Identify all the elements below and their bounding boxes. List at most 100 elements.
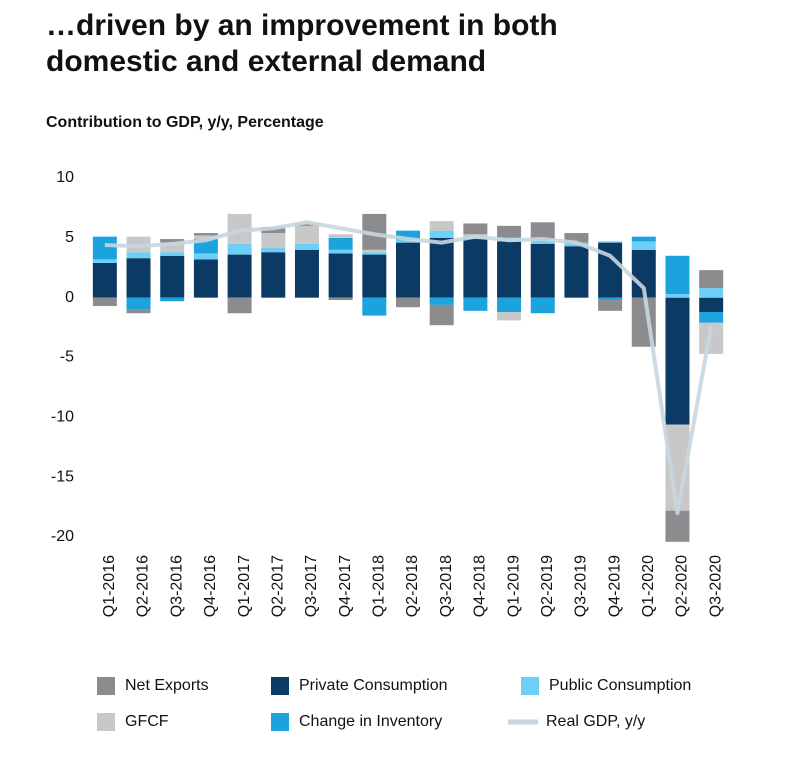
bar-segment [193, 233, 218, 236]
bar-segment [193, 253, 218, 260]
legend-swatch [521, 677, 539, 695]
x-tick-label: Q3-2016 [168, 555, 185, 617]
legend-label: Private Consumption [299, 677, 448, 694]
bar-segment [665, 294, 690, 298]
chart-subtitle: Contribution to GDP, y/y, Percentage [46, 114, 324, 131]
bar-segment [160, 297, 185, 302]
x-tick-label: Q1-2018 [371, 555, 388, 617]
x-tick-label: Q2-2016 [135, 555, 152, 617]
bar-segment [328, 234, 353, 238]
y-tick-label: -5 [60, 349, 74, 366]
x-tick-label: Q2-2018 [404, 555, 421, 617]
legend-label: Public Consumption [549, 677, 691, 694]
bar-segment [429, 221, 454, 231]
bar-segment [665, 297, 690, 425]
x-tick-label: Q4-2018 [472, 555, 489, 617]
bar-segment [328, 237, 353, 250]
bar-segment [126, 297, 151, 310]
bar-segment [598, 297, 623, 301]
bar-segment [631, 241, 656, 250]
x-tick-label: Q3-2020 [707, 555, 724, 617]
bar-segment [193, 259, 218, 298]
legend-swatch [97, 713, 115, 731]
x-tick-label: Q1-2019 [505, 555, 522, 617]
bar-segment [497, 241, 522, 298]
bar-segment [227, 243, 252, 255]
bar-segment [227, 297, 252, 314]
x-tick-label: Q3-2017 [303, 555, 320, 617]
bar-segment [699, 288, 724, 298]
bar-segment [429, 304, 454, 326]
bar-segment [598, 241, 623, 243]
bar-segment [530, 222, 555, 241]
bar-segment [396, 297, 420, 308]
x-tick-label: Q2-2019 [539, 555, 556, 617]
bar-segment [564, 246, 589, 298]
bar-segment [396, 230, 420, 241]
bar-segment [631, 236, 656, 242]
bar-segment [429, 230, 454, 238]
legend-swatch [97, 677, 115, 695]
bar-segment [294, 225, 319, 244]
bar-segment [530, 240, 555, 244]
x-tick-label: Q1-2020 [640, 555, 657, 617]
legend-label: Change in Inventory [299, 713, 442, 730]
x-tick-label: Q3-2018 [438, 555, 455, 617]
bar-segment [92, 259, 117, 263]
bar-segment [92, 236, 117, 260]
y-tick-label: -20 [51, 528, 74, 545]
bar-segment [362, 252, 387, 255]
bar-segment [261, 233, 286, 248]
bar-segment [328, 297, 353, 301]
bar-segment [497, 225, 522, 238]
bar-segment [92, 262, 117, 298]
bar-segment [530, 297, 555, 314]
bar-segment [699, 297, 724, 313]
legend-label: Real GDP, y/y [546, 713, 645, 730]
bar-segment [665, 510, 690, 542]
bar-segment [92, 297, 117, 307]
bar-segment [429, 297, 454, 305]
bar-segment [294, 249, 319, 298]
legend-swatch [271, 677, 289, 695]
bar-segment [362, 254, 387, 298]
bar-segment [497, 312, 522, 321]
bar-segment [564, 233, 589, 243]
bar-segment [261, 247, 286, 253]
bar-segment [362, 249, 387, 253]
bar-segment [598, 300, 623, 311]
x-tick-label: Q3-2019 [573, 555, 590, 617]
bar-segment [160, 242, 185, 253]
y-tick-label: 0 [65, 289, 74, 306]
bar-segment [429, 237, 454, 298]
y-tick-label: 10 [56, 169, 74, 186]
x-tick-label: Q1-2017 [236, 555, 253, 617]
y-tick-label: -10 [51, 409, 74, 426]
bar-segment [126, 252, 151, 259]
bar-segment [126, 309, 151, 314]
bar-segment [193, 235, 218, 240]
y-tick-label: -15 [51, 468, 74, 485]
x-tick-label: Q2-2020 [674, 555, 691, 617]
x-tick-label: Q2-2017 [269, 555, 286, 617]
bar-segment [294, 243, 319, 250]
bar-segment [699, 270, 724, 289]
bar-segment [362, 297, 387, 316]
bar-segment [160, 255, 185, 298]
bar-segment [261, 252, 286, 298]
x-tick-label: Q4-2017 [337, 555, 354, 617]
bar-segment [665, 255, 690, 295]
bar-segment [497, 297, 522, 313]
bar-segment [396, 242, 420, 298]
chart-title: …driven by an improvement in both domest… [46, 9, 558, 78]
bar-segment [463, 239, 488, 298]
bar-segment [396, 240, 420, 243]
bar-segment [530, 243, 555, 298]
line [104, 220, 714, 516]
bar-segment [294, 223, 319, 226]
bar-segment [699, 312, 724, 323]
bar-segment [328, 253, 353, 298]
bar-segment [160, 239, 185, 243]
